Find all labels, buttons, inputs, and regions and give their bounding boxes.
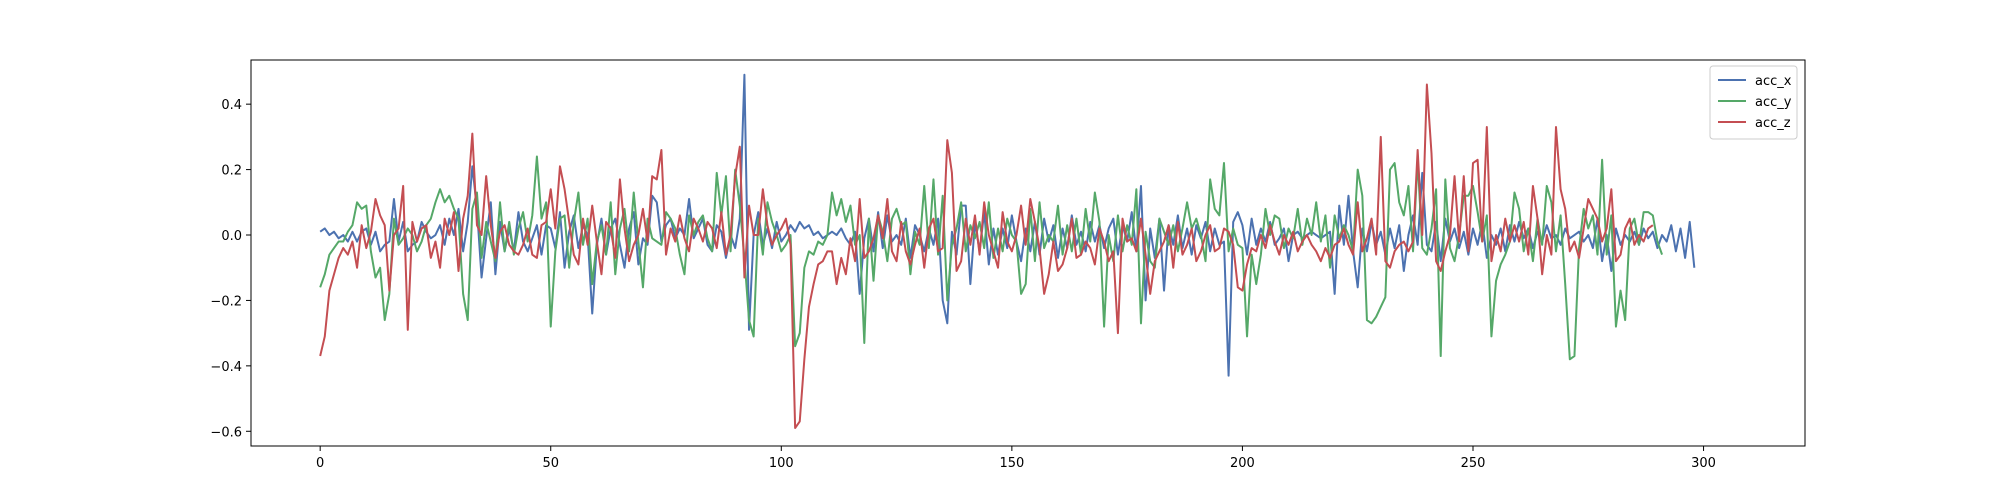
x-tick-label: 50 [542, 456, 559, 471]
y-tick-label: −0.4 [210, 360, 242, 375]
x-tick-label: 200 [1230, 456, 1255, 471]
x-axis-ticks: 0 50 100 150 200 250 300 [316, 446, 1716, 471]
series-lines [319, 73, 1696, 430]
series-line-acc_z [319, 83, 1654, 430]
x-tick-label: 100 [769, 456, 794, 471]
y-axis-ticks: −0.6 −0.4 −0.2 0.0 0.2 0.4 [210, 98, 251, 440]
legend-box [1709, 65, 1798, 140]
legend: acc_x acc_y acc_z [1709, 65, 1798, 140]
y-tick-label: 0.2 [221, 164, 242, 179]
y-tick-label: 0.0 [221, 229, 242, 244]
y-tick-label: −0.6 [210, 425, 242, 440]
x-tick-label: 300 [1691, 456, 1716, 471]
legend-label-acc_y: acc_y [1755, 95, 1792, 110]
axes-frame [250, 59, 1806, 447]
legend-label-acc_z: acc_z [1755, 116, 1791, 131]
y-tick-label: −0.2 [210, 294, 242, 309]
series-line-acc_y [319, 155, 1663, 361]
legend-label-acc_x: acc_x [1755, 74, 1792, 89]
x-tick-label: 150 [999, 456, 1024, 471]
x-tick-label: 0 [316, 456, 324, 471]
series-line-acc_x [319, 73, 1696, 377]
x-tick-label: 250 [1461, 456, 1486, 471]
y-tick-label: 0.4 [221, 98, 242, 113]
